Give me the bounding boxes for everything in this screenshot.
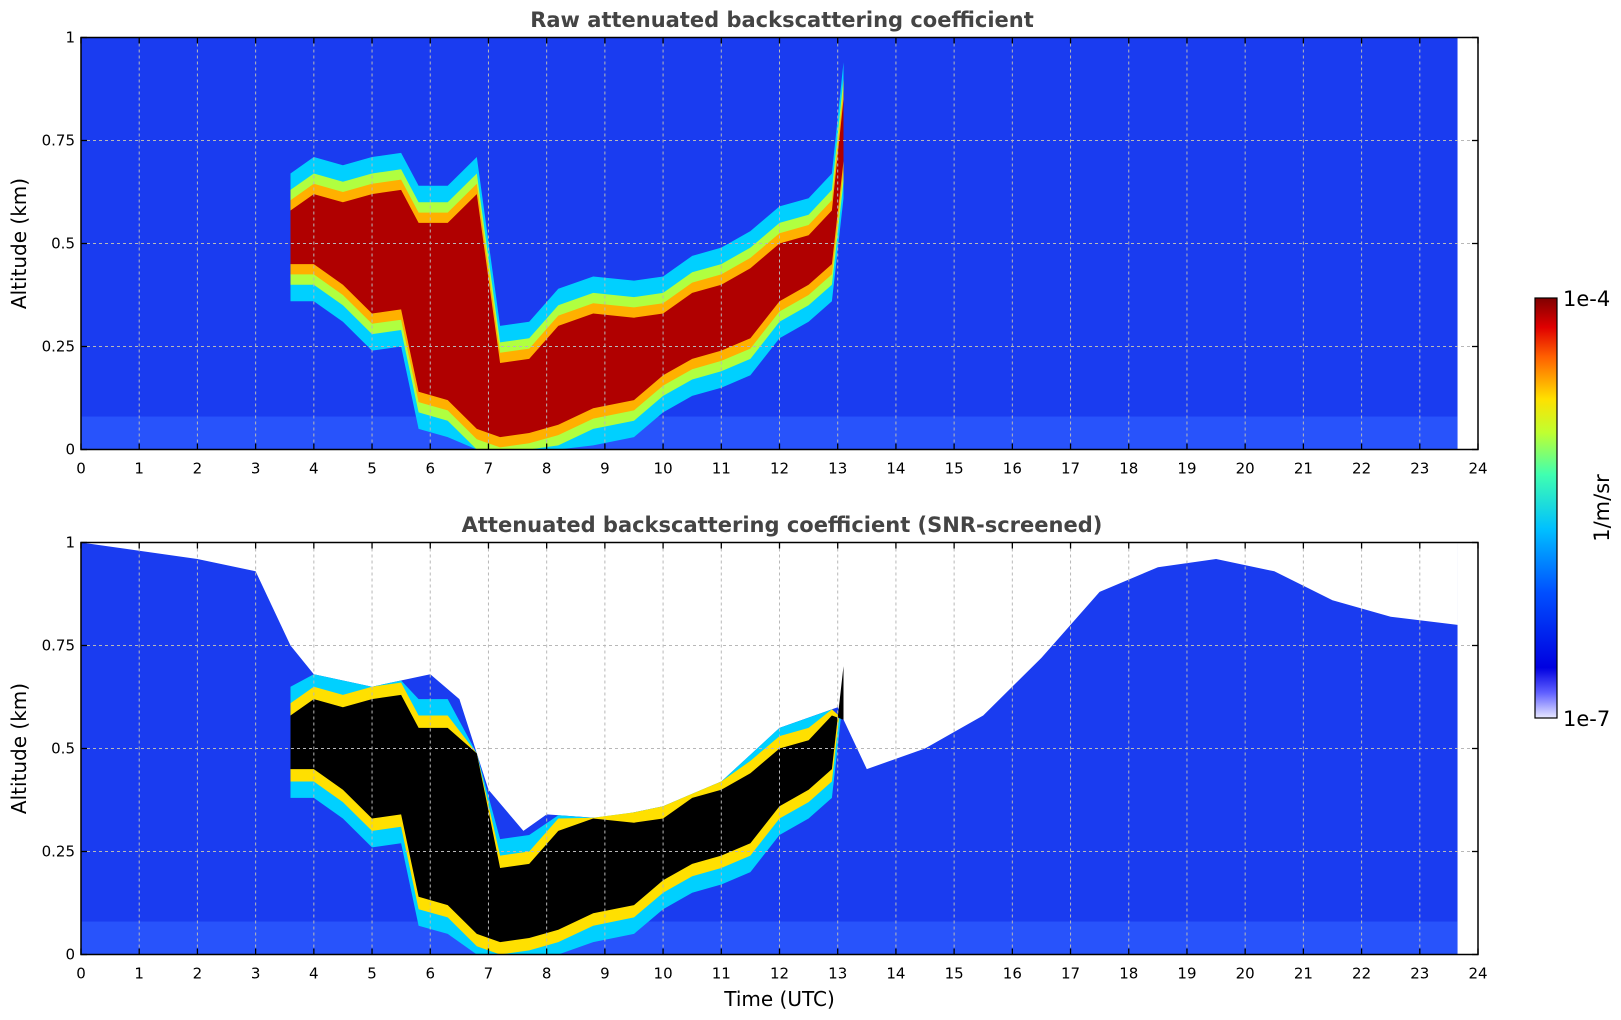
layer-band [290, 666, 844, 943]
panel-1-y-axis-label: Altitude (km) [7, 178, 31, 309]
x-tick-label: 18 [1119, 965, 1138, 983]
x-tick-label: 19 [1177, 460, 1196, 478]
panel-1-x-ticks: 0 1 2 3 4 5 6 7 8 9 10 11 12 13 14 15 16 17 18 19 20 21 22 23 24 [76, 37, 1488, 478]
x-tick-label: 13 [828, 460, 847, 478]
x-tick-label: 7 [484, 965, 494, 983]
x-tick-label: 3 [251, 965, 261, 983]
x-tick-label: 11 [712, 460, 731, 478]
x-tick-label: 14 [886, 460, 905, 478]
x-tick-label: 17 [1061, 460, 1080, 478]
x-tick-label: 2 [193, 965, 203, 983]
x-tick-label: 2 [193, 460, 203, 478]
panel-1-y-ticks: 0 0.25 0.5 0.75 1 [42, 29, 1478, 459]
x-tick-label: 10 [654, 460, 673, 478]
x-tick-label: 23 [1410, 965, 1429, 983]
screened-out-region [81, 542, 1458, 831]
colorbar-min-label: 1e-7 [1563, 707, 1610, 731]
y-tick-label: 1 [65, 534, 75, 552]
x-tick-label: 5 [367, 965, 377, 983]
panel-2-x-ticks: 0 1 2 3 4 5 6 7 8 9 10 11 12 13 14 15 16 17 18 19 20 21 22 23 24 [76, 542, 1488, 983]
x-tick-label: 9 [600, 460, 610, 478]
x-tick-label: 19 [1177, 965, 1196, 983]
panel-2-grid [81, 542, 1478, 955]
x-tick-label: 4 [309, 965, 319, 983]
x-tick-label: 1 [134, 460, 144, 478]
x-tick-label: 22 [1352, 460, 1371, 478]
x-tick-label: 15 [945, 460, 964, 478]
near-ground-band [81, 921, 1458, 955]
colorbar: 1e-4 1e-7 1/m/sr [1534, 287, 1614, 731]
x-tick-label: 8 [542, 965, 552, 983]
panel-2-title: Attenuated backscattering coefficient (S… [462, 513, 1103, 537]
panel-1-title: Raw attenuated backscattering coefficien… [530, 8, 1034, 32]
x-tick-label: 16 [1003, 460, 1022, 478]
y-tick-label: 0 [65, 946, 75, 964]
x-tick-label: 16 [1003, 965, 1022, 983]
near-ground-band [81, 416, 1458, 450]
x-tick-label: 0 [76, 460, 86, 478]
x-tick-label: 14 [886, 965, 905, 983]
y-tick-label: 1 [65, 29, 75, 47]
x-tick-label: 12 [770, 460, 789, 478]
y-tick-label: 0.75 [42, 637, 75, 655]
x-tick-label: 15 [945, 965, 964, 983]
x-tick-label: 17 [1061, 965, 1080, 983]
x-tick-label: 7 [484, 460, 494, 478]
y-tick-label: 0.75 [42, 132, 75, 150]
x-tick-label: 20 [1236, 965, 1255, 983]
x-tick-label: 13 [828, 965, 847, 983]
x-tick-label: 3 [251, 460, 261, 478]
x-tick-label: 9 [600, 965, 610, 983]
panel-1-grid [81, 37, 1478, 450]
x-axis-label: Time (UTC) [723, 987, 835, 1011]
x-tick-label: 6 [425, 460, 435, 478]
colorbar-max-label: 1e-4 [1563, 287, 1610, 311]
x-tick-label: 20 [1236, 460, 1255, 478]
x-tick-label: 18 [1119, 460, 1138, 478]
y-tick-label: 0 [65, 441, 75, 459]
x-tick-label: 11 [712, 965, 731, 983]
y-tick-label: 0.25 [42, 843, 75, 861]
x-tick-label: 10 [654, 965, 673, 983]
x-tick-label: 12 [770, 965, 789, 983]
x-tick-label: 24 [1468, 965, 1487, 983]
panel-2-y-axis-label: Altitude (km) [7, 683, 31, 814]
y-tick-label: 0.5 [51, 740, 75, 758]
panel-2-y-ticks: 0 0.25 0.5 0.75 1 [42, 534, 1478, 964]
y-tick-label: 0.25 [42, 338, 75, 356]
x-tick-label: 21 [1294, 460, 1313, 478]
layer-band [290, 99, 844, 438]
x-tick-label: 24 [1468, 460, 1487, 478]
panel-raw: Raw attenuated backscattering coefficien… [7, 8, 1488, 478]
x-tick-label: 5 [367, 460, 377, 478]
x-tick-label: 8 [542, 460, 552, 478]
y-tick-label: 0.5 [51, 235, 75, 253]
colorbar-unit-label: 1/m/sr [1590, 474, 1614, 542]
x-tick-label: 6 [425, 965, 435, 983]
x-tick-label: 22 [1352, 965, 1371, 983]
x-tick-label: 21 [1294, 965, 1313, 983]
panel-screened: Attenuated backscattering coefficient (S… [7, 513, 1488, 1011]
x-tick-label: 23 [1410, 460, 1429, 478]
x-tick-label: 1 [134, 965, 144, 983]
colorbar-gradient [1534, 297, 1558, 719]
x-tick-label: 4 [309, 460, 319, 478]
x-tick-label: 0 [76, 965, 86, 983]
